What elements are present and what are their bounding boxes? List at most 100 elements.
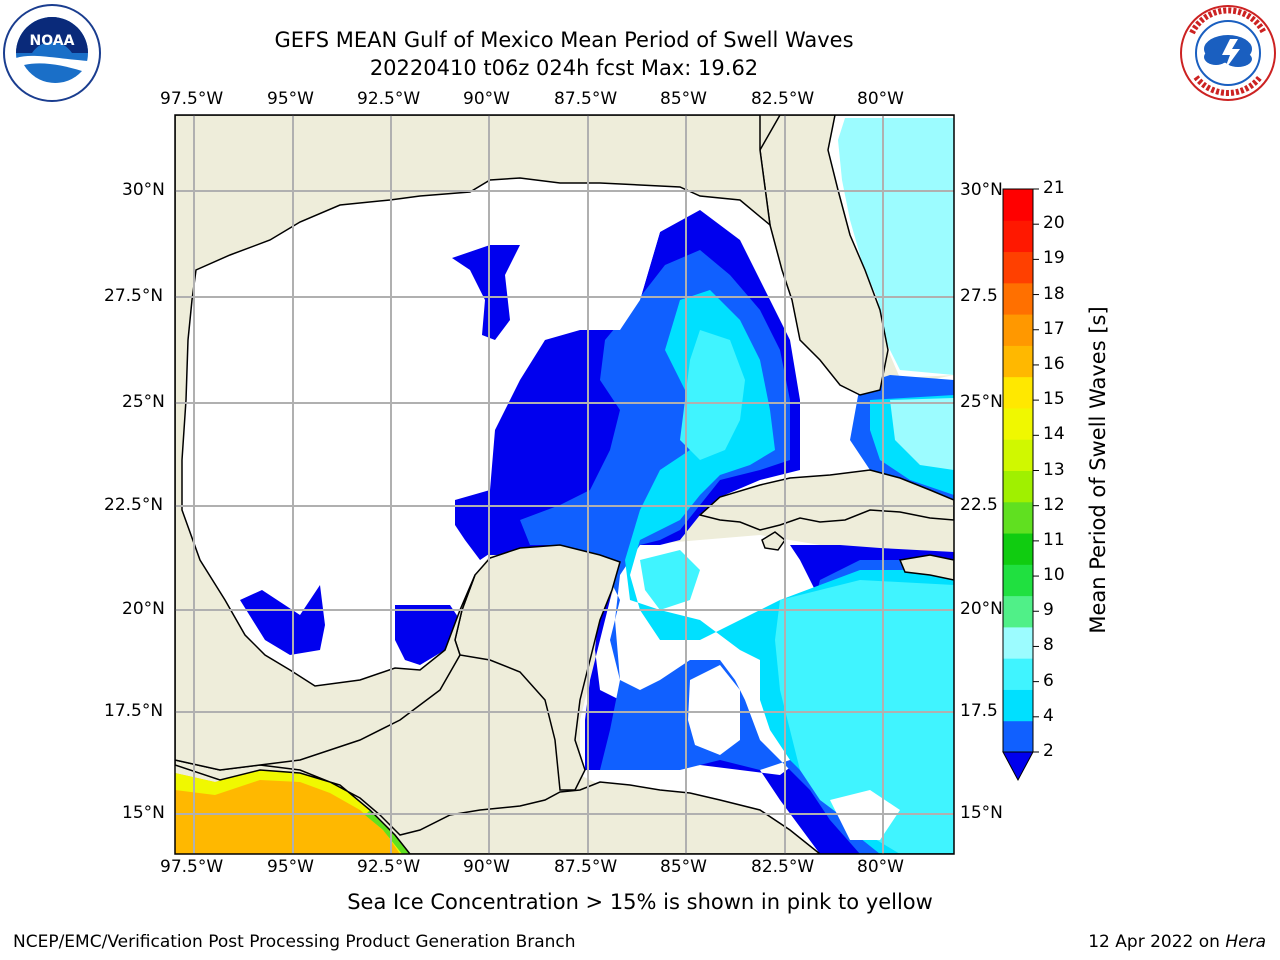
noaa-logo: NOAA — [2, 3, 102, 103]
cuba-island — [698, 469, 954, 531]
chart-title-line1: GEFS MEAN Gulf of Mexico Mean Period of … — [274, 28, 854, 52]
lat-label-left: 17.5°N — [104, 701, 164, 721]
swell-6-8s-south — [775, 580, 954, 854]
colorbar-segment — [1003, 470, 1033, 503]
lon-label-bottom: 80°W — [857, 857, 904, 877]
colorbar-segment — [1003, 720, 1033, 753]
colorbar-segment — [1003, 533, 1033, 565]
hispaniola-coast — [898, 554, 954, 581]
colorbar-segment — [1003, 658, 1033, 690]
colorbar-frame — [1002, 188, 1034, 753]
lon-label-bottom: 85°W — [660, 857, 707, 877]
colorbar-segment — [1003, 564, 1033, 597]
map-area — [175, 115, 954, 854]
lat-label-left: 20°N — [122, 599, 165, 619]
lon-label-bottom: 95°W — [267, 857, 314, 877]
colorbar-tick-label: 4 — [1043, 705, 1054, 726]
colorbar-segment — [1003, 439, 1033, 471]
colorbar-segment — [1003, 345, 1033, 378]
lon-label-top: 92.5°W — [357, 89, 421, 109]
footer-date-text: 12 Apr 2022 on — [1088, 932, 1226, 952]
colorbar-tick-label: 20 — [1043, 213, 1065, 234]
lon-label-top: 87.5°W — [554, 89, 618, 109]
colorbar-segment — [1003, 282, 1033, 315]
swell-2-4s-atl — [838, 118, 954, 375]
colorbar-segment — [1003, 251, 1033, 284]
colorbar-tick-label: 6 — [1043, 670, 1054, 691]
florida-peninsula — [759, 115, 954, 396]
colorbar-segment — [1003, 689, 1033, 722]
swell-under-2s-bay — [395, 605, 460, 665]
lat-label-left: 27.5°N — [104, 286, 164, 306]
jamaica — [761, 531, 787, 551]
colorbar-under-arrow — [1002, 751, 1034, 782]
lon-label-bottom: 97.5°W — [160, 857, 224, 877]
calm-area-1 — [688, 665, 740, 755]
swell-8-9s-east — [890, 398, 954, 470]
noaa-logo-text: NOAA — [29, 33, 75, 49]
colorbar-segment — [1003, 314, 1033, 346]
calm-area-2 — [805, 390, 840, 480]
nws-logo-icon — [1180, 5, 1276, 101]
lon-label-top: 82.5°W — [751, 89, 815, 109]
colorbar-tick-label: 11 — [1043, 529, 1065, 550]
pacific-swell-edge — [175, 770, 410, 854]
colorbar-tick-label: 15 — [1043, 389, 1065, 410]
swell-under-2s-north — [452, 245, 520, 340]
lon-label-top: 85°W — [660, 89, 707, 109]
swell-under-2s-sw — [455, 500, 520, 560]
us-gulf-coast — [175, 115, 771, 771]
footer-machine: Hera — [1225, 932, 1266, 952]
calm-area-4 — [470, 186, 690, 330]
footer-date: 12 Apr 2022 on Hera — [1088, 932, 1266, 952]
sea-ice-caption: Sea Ice Concentration > 15% is shown in … — [347, 890, 933, 914]
chart-title-line2: 20220410 t06z 024h fcst Max: 19.62 — [369, 56, 759, 80]
lat-label-left: 30°N — [122, 180, 165, 200]
lon-label-top: 97.5°W — [160, 89, 224, 109]
colorbar-tick-label: 14 — [1043, 424, 1065, 445]
lon-label-bottom: 82.5°W — [751, 857, 815, 877]
colorbar-tick-label: 9 — [1043, 600, 1054, 621]
colorbar-segment — [1003, 407, 1033, 440]
lon-label-top: 80°W — [857, 89, 904, 109]
colorbar-segment — [1003, 189, 1033, 221]
colorbar-segment — [1003, 220, 1033, 253]
colorbar-tick-label: 19 — [1043, 248, 1065, 269]
nws-logo — [1178, 3, 1278, 103]
lat-label-left: 22.5°N — [104, 495, 164, 515]
colorbar-tick-label: 8 — [1043, 635, 1054, 656]
colorbar-tick-label: 18 — [1043, 283, 1065, 304]
swell-under-2s-west — [240, 585, 325, 655]
lat-label-right: 17.5 — [960, 701, 998, 721]
colorbar-tick-label: 10 — [1043, 565, 1065, 586]
colorbar-segment — [1003, 501, 1033, 534]
lat-label-right: 30°N — [960, 180, 1003, 200]
noaa-logo-icon — [3, 4, 101, 102]
lat-label-left: 15°N — [122, 803, 165, 823]
lat-label-left: 25°N — [122, 392, 165, 412]
colorbar-segment — [1003, 626, 1033, 659]
footer-branch: NCEP/EMC/Verification Post Processing Pr… — [13, 932, 576, 952]
colorbar-tick-label: 2 — [1043, 741, 1054, 761]
lat-label-right: 20°N — [960, 599, 1003, 619]
lon-label-bottom: 90°W — [463, 857, 510, 877]
colorbar-tick-label: 16 — [1043, 353, 1065, 374]
lat-label-right: 27.5 — [960, 286, 998, 306]
colorbar-tick-label: 12 — [1043, 494, 1065, 515]
colorbar-segment — [1003, 595, 1033, 628]
lat-label-right: 15°N — [960, 803, 1003, 823]
yucatan-peninsula — [454, 544, 621, 791]
map-gridlines — [175, 115, 954, 854]
lat-label-right: 25°N — [960, 392, 1003, 412]
colorbar-segment — [1003, 376, 1033, 409]
colorbar-tick-label: 17 — [1043, 318, 1065, 339]
lon-label-bottom: 87.5°W — [554, 857, 618, 877]
colorbar-tick-label: 13 — [1043, 459, 1065, 480]
lon-label-bottom: 92.5°W — [357, 857, 421, 877]
colorbar-tick-label: 21 — [1043, 178, 1065, 198]
colorbar-label: Mean Period of Swell Waves [s] — [1086, 306, 1110, 634]
pacific-swell-green — [365, 810, 410, 854]
central-america — [175, 759, 954, 854]
lat-label-right: 22.5 — [960, 495, 998, 515]
